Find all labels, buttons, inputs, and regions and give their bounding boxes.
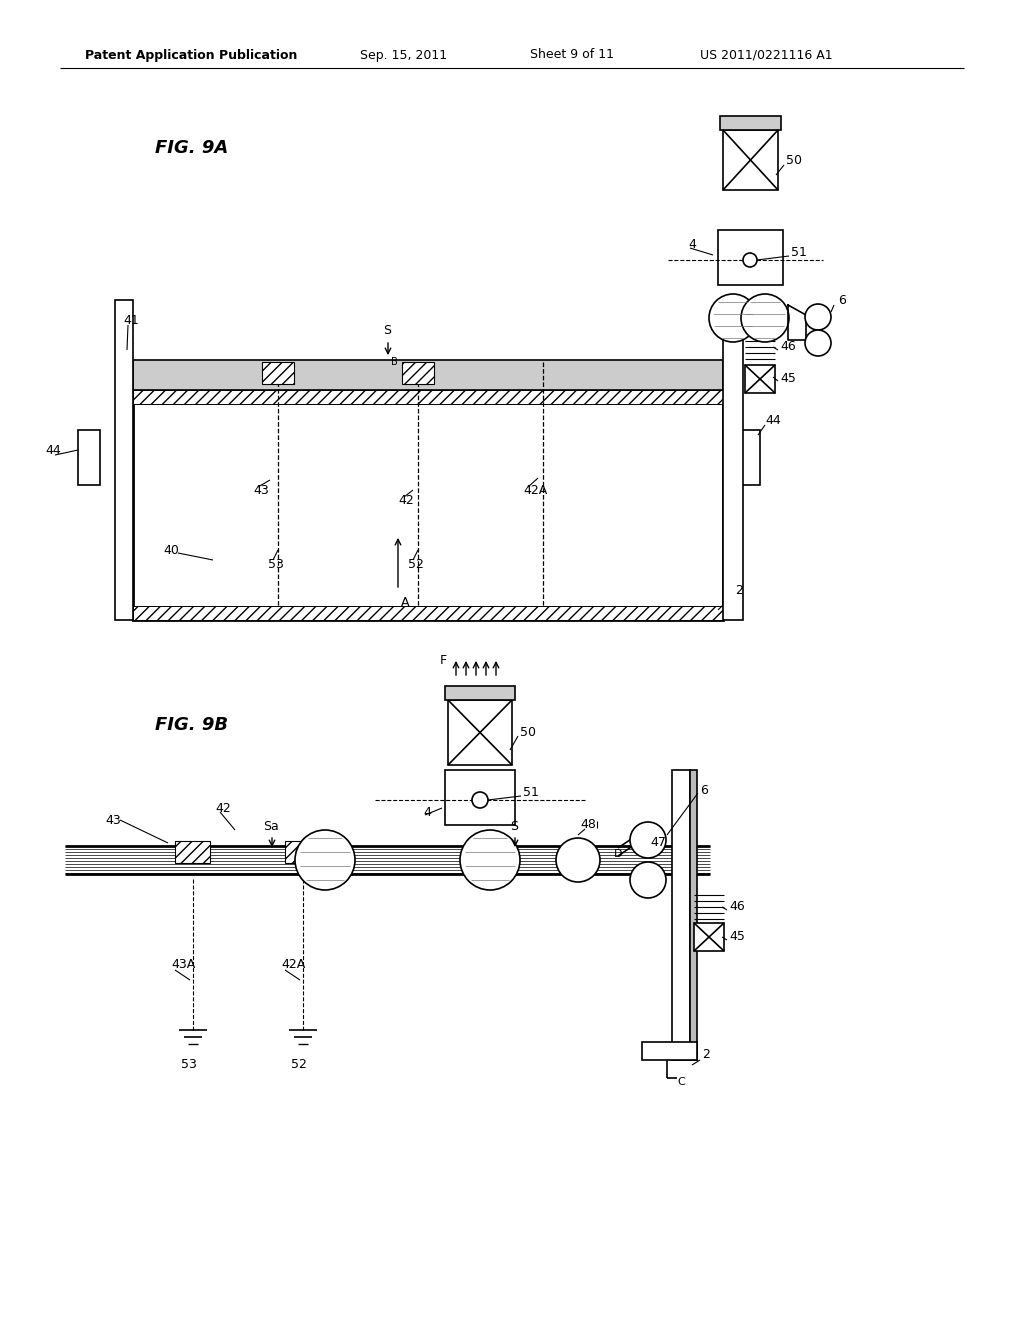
Text: 6: 6 xyxy=(700,784,708,796)
Text: 2: 2 xyxy=(702,1048,710,1061)
Bar xyxy=(285,841,319,863)
Text: 42A: 42A xyxy=(523,483,547,496)
Circle shape xyxy=(556,838,600,882)
Text: 46: 46 xyxy=(729,900,744,913)
Text: FIG. 9B: FIG. 9B xyxy=(155,715,228,734)
Bar xyxy=(449,700,512,766)
Text: Patent Application Publication: Patent Application Publication xyxy=(85,49,297,62)
Bar xyxy=(133,606,723,620)
Text: A: A xyxy=(401,595,410,609)
Bar xyxy=(723,300,743,620)
Text: 50: 50 xyxy=(786,153,802,166)
Text: 52: 52 xyxy=(408,558,424,572)
Bar xyxy=(262,362,294,384)
Text: 43: 43 xyxy=(105,813,121,826)
Bar xyxy=(690,770,697,1060)
Text: S: S xyxy=(510,821,518,833)
Text: 44: 44 xyxy=(765,413,780,426)
Text: FIG. 9A: FIG. 9A xyxy=(155,139,228,157)
Text: 40: 40 xyxy=(163,544,179,557)
Circle shape xyxy=(741,294,790,342)
Bar xyxy=(738,430,760,484)
Text: 44: 44 xyxy=(45,444,60,457)
Text: F: F xyxy=(440,655,447,668)
Bar xyxy=(672,770,690,1060)
Text: 42A: 42A xyxy=(281,958,305,972)
Circle shape xyxy=(630,822,666,858)
Text: 52: 52 xyxy=(291,1059,307,1072)
Circle shape xyxy=(460,830,520,890)
Bar xyxy=(133,389,723,404)
Text: 42: 42 xyxy=(215,801,230,814)
Bar xyxy=(718,230,783,285)
Circle shape xyxy=(630,862,666,898)
Bar xyxy=(723,129,778,190)
Text: 42: 42 xyxy=(398,494,414,507)
Text: 4: 4 xyxy=(423,805,431,818)
Text: 41: 41 xyxy=(123,314,138,326)
Bar xyxy=(133,360,723,389)
Text: 46: 46 xyxy=(780,341,796,354)
Text: US 2011/0221116 A1: US 2011/0221116 A1 xyxy=(700,49,833,62)
Text: Sep. 15, 2011: Sep. 15, 2011 xyxy=(360,49,447,62)
Circle shape xyxy=(805,330,831,356)
Text: 53: 53 xyxy=(181,1059,197,1072)
Bar xyxy=(642,1041,697,1060)
Text: 43A: 43A xyxy=(171,958,196,972)
Text: 43: 43 xyxy=(253,483,268,496)
Circle shape xyxy=(295,830,355,890)
Text: 2: 2 xyxy=(735,583,742,597)
Text: 53: 53 xyxy=(268,558,284,572)
Bar xyxy=(445,686,515,700)
Text: S: S xyxy=(383,323,391,337)
Circle shape xyxy=(709,294,757,342)
Circle shape xyxy=(743,253,757,267)
Polygon shape xyxy=(788,305,806,341)
Text: B: B xyxy=(391,356,397,367)
Text: 4: 4 xyxy=(688,239,696,252)
Text: 50: 50 xyxy=(520,726,536,738)
Text: 47: 47 xyxy=(650,837,666,850)
Text: 51: 51 xyxy=(523,785,539,799)
Circle shape xyxy=(805,304,831,330)
Text: C: C xyxy=(677,1077,685,1086)
Text: Sheet 9 of 11: Sheet 9 of 11 xyxy=(530,49,614,62)
Text: D: D xyxy=(614,849,623,859)
Bar xyxy=(745,366,775,393)
Text: 45: 45 xyxy=(780,371,796,384)
Text: 6: 6 xyxy=(838,293,846,306)
Bar xyxy=(720,116,781,129)
Bar xyxy=(78,430,100,484)
Text: 51: 51 xyxy=(791,246,807,259)
Bar xyxy=(402,362,434,384)
Bar xyxy=(445,770,515,825)
Bar xyxy=(115,300,133,620)
Bar xyxy=(175,841,210,863)
Circle shape xyxy=(472,792,488,808)
Bar xyxy=(133,389,723,620)
Bar xyxy=(694,923,724,950)
Text: 45: 45 xyxy=(729,931,744,944)
Text: 48: 48 xyxy=(580,818,596,832)
Text: Sa: Sa xyxy=(263,821,279,833)
